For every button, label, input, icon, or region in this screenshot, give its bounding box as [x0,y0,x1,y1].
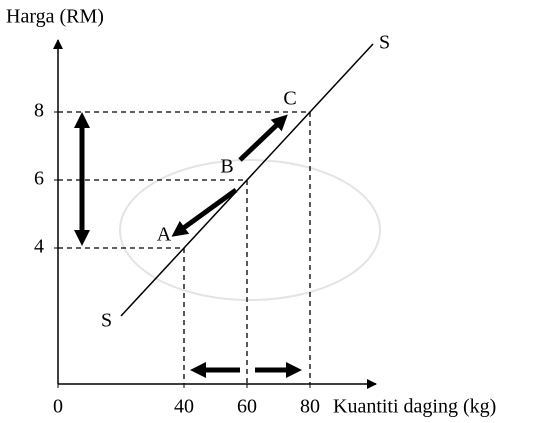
y-tick-label: 8 [34,100,44,122]
movement-arrow [178,190,236,232]
x-tick-label: 0 [53,396,63,418]
point-label: B [220,156,233,178]
curve-label: S [101,310,112,332]
y-tick-label: 4 [34,236,44,258]
x-tick-label: 60 [237,396,257,418]
chart: Harga (RM) Kuantiti daging (kg) 0 40 60 80 4… [0,0,547,423]
y-axis-title: Harga (RM) [6,6,104,28]
y-tick-label: 6 [34,168,44,190]
curve-label: S [379,32,390,54]
x-axis-title: Kuantiti daging (kg) [333,396,496,418]
movement-arrow [240,120,282,160]
x-tick-label: 40 [174,396,194,418]
x-tick-label: 80 [300,396,320,418]
point-label: A [157,224,172,246]
point-label: C [283,88,296,110]
